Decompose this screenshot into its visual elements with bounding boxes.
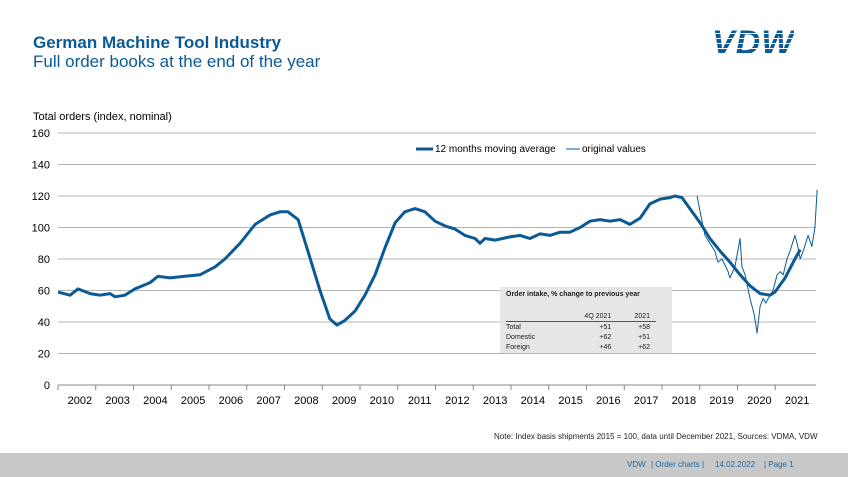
cell: +62 <box>638 343 650 351</box>
inset-title: Order intake, % change to previous year <box>506 291 640 298</box>
legend-label: original values <box>582 144 646 155</box>
table-row: Foreign +46 +62 <box>506 342 656 352</box>
footer-section: | Order charts | <box>651 460 705 469</box>
x-tick-label: 2006 <box>219 395 243 407</box>
y-tick-label: 40 <box>38 317 50 329</box>
x-tick-label: 2017 <box>634 395 658 407</box>
order-intake-table: Order intake, % change to previous year … <box>500 287 672 353</box>
footer-date: 14.02.2022 <box>715 460 756 469</box>
cell: +51 <box>599 323 612 331</box>
x-tick-label: 2009 <box>332 395 356 407</box>
x-tick-label: 2003 <box>105 395 129 407</box>
page-title: German Machine Tool Industry <box>33 33 282 52</box>
x-tick-label: 2016 <box>596 395 620 407</box>
col-header <box>506 311 559 322</box>
x-tick-label: 2002 <box>68 395 92 407</box>
x-tick-label: 2007 <box>256 395 280 407</box>
y-tick-label: 100 <box>32 223 50 235</box>
table-row: Total +51 +58 <box>506 322 656 333</box>
x-tick-label: 2015 <box>558 395 582 407</box>
y-axis-label: Total orders (index, nominal) <box>33 111 172 123</box>
x-tick-label: 2018 <box>672 395 696 407</box>
x-tick-label: 2019 <box>709 395 733 407</box>
table-row: Domestic +62 +51 <box>506 332 656 342</box>
legend-label: 12 months moving average <box>435 144 556 155</box>
y-tick-label: 160 <box>32 128 50 140</box>
y-tick-label: 80 <box>38 254 50 266</box>
y-tick-label: 60 <box>38 286 50 298</box>
row-label: Domestic <box>506 333 536 341</box>
cell: +62 <box>599 333 612 341</box>
x-tick-label: 2012 <box>445 395 469 407</box>
original-values-line <box>696 189 818 334</box>
x-tick-label: 2005 <box>181 395 205 407</box>
footer: VDW | Order charts | 14.02.2022 | Page 1 <box>0 453 848 477</box>
row-label: Total <box>506 323 521 331</box>
cell: +58 <box>638 323 650 331</box>
x-tick-label: 2008 <box>294 395 318 407</box>
x-tick-label: 2014 <box>521 395 545 407</box>
y-tick-label: 140 <box>32 160 50 172</box>
moving-average-line <box>57 194 802 327</box>
col-header: 4Q 2021 <box>558 311 618 322</box>
source-note: Note: Index basis shipments 2015 = 100, … <box>494 432 818 441</box>
x-tick-label: 2020 <box>747 395 771 407</box>
col-header: 2021 <box>617 311 656 322</box>
cell: +46 <box>599 343 612 351</box>
page-subtitle: Full order books at the end of the year <box>33 52 321 71</box>
row-label: Foreign <box>506 343 530 351</box>
cell: +51 <box>638 333 650 341</box>
vdw-logo: VDW <box>712 24 795 62</box>
x-tick-label: 2013 <box>483 395 507 407</box>
x-tick-label: 2011 <box>408 395 432 407</box>
x-tick-label: 2010 <box>370 395 394 407</box>
y-tick-label: 0 <box>44 380 50 392</box>
y-tick-label: 120 <box>32 191 50 203</box>
y-tick-label: 20 <box>38 349 50 361</box>
footer-org: VDW <box>627 460 646 469</box>
x-tick-label: 2004 <box>143 395 167 407</box>
footer-page: | Page 1 <box>764 460 794 469</box>
x-tick-label: 2021 <box>785 395 809 407</box>
